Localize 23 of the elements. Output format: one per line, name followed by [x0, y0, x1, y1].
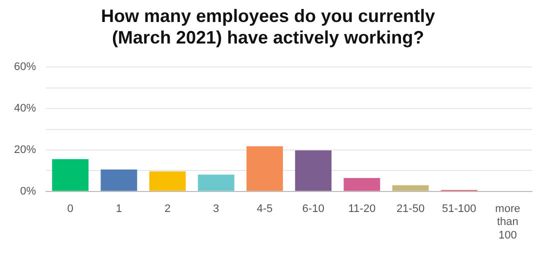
y-tick-label: 0% — [20, 185, 36, 198]
x-tick-label: 2 — [164, 203, 171, 216]
chart-title: How many employees do you currently (March 2021) have actively working? — [100, 6, 436, 48]
x-tick-label: 11-20 — [348, 203, 376, 216]
bar — [295, 150, 332, 191]
bar — [198, 174, 234, 191]
x-tick-label: 1 — [116, 203, 122, 216]
x-tick-label: 51-100 — [442, 203, 476, 216]
bar — [392, 185, 429, 191]
y-tick-label: 40% — [14, 102, 36, 115]
bar — [100, 169, 138, 191]
x-tick-label: 6-10 — [302, 203, 324, 216]
x-tick-label: 4-5 — [256, 203, 273, 216]
x-tick-label: 0 — [67, 203, 74, 216]
x-tick-label: 21-50 — [396, 203, 425, 216]
bar — [246, 146, 283, 191]
y-tick-label: 20% — [14, 144, 36, 156]
x-tick-label: more than 100 — [495, 203, 520, 242]
bar — [344, 178, 380, 191]
bar — [52, 159, 89, 191]
x-tick-label: 3 — [213, 203, 220, 216]
bar — [149, 171, 186, 191]
y-tick-label: 60% — [14, 61, 36, 74]
